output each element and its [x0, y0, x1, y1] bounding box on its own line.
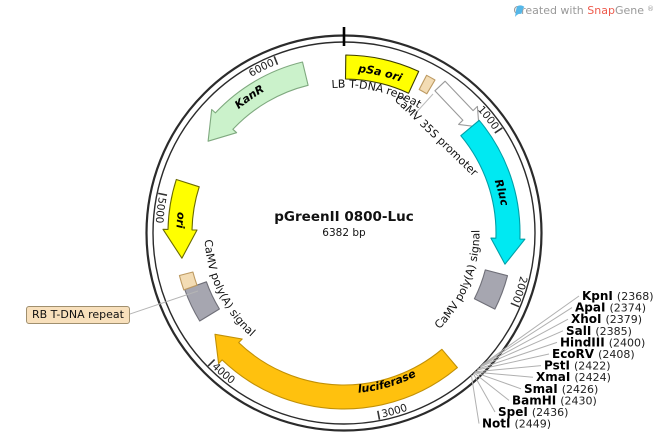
enzyme-site-line-KpnI [482, 295, 580, 366]
feature-camv-polya-signal-2[interactable] [184, 281, 220, 322]
tick-mark-4000 [207, 359, 216, 367]
feature-camv-35s-promoter[interactable] [434, 80, 480, 128]
feature-label-ori[interactable]: ori [173, 211, 187, 228]
feature-rb-t-dna-repeat[interactable] [178, 271, 198, 291]
watermark-brand-gene: Gene [614, 4, 644, 17]
tick-mark-6000 [273, 56, 279, 65]
enzyme-site-line-XhoI [480, 318, 569, 367]
enzyme-site-line-HindIII [478, 341, 558, 370]
tick-mark-2000 [510, 302, 520, 308]
enzyme-label-SmaI[interactable]: SmaI (2426) [524, 382, 598, 396]
enzyme-site-line-NotI [470, 375, 480, 424]
watermark-registered-mark: ® [647, 5, 654, 13]
tick-mark-5000 [158, 192, 168, 196]
enzyme-site-line-SpeI [472, 373, 496, 413]
tick-mark-3000 [377, 410, 381, 420]
enzyme-label-NotI[interactable]: NotI (2449) [482, 417, 551, 431]
enzyme-label-BamHI[interactable]: BamHI (2430) [512, 393, 597, 407]
snapgene-logo-icon [515, 5, 525, 17]
enzyme-label-HindIII[interactable]: HindIII (2400) [560, 335, 645, 349]
feature-lb-t-dna-repeat[interactable] [418, 74, 436, 95]
enzyme-label-SpeI[interactable]: SpeI (2436) [498, 405, 568, 419]
plasmid-name: pGreenII 0800-Luc [274, 209, 414, 225]
tick-label-5000: 5000 [153, 196, 168, 224]
enzyme-label-ApaI[interactable]: ApaI (2374) [575, 301, 646, 315]
feature-luciferase[interactable] [214, 333, 458, 410]
feature-psa-ori[interactable] [344, 54, 420, 94]
rb-leader-line [123, 290, 199, 317]
feature-label-rb-t-dna-repeat[interactable]: RB T-DNA repeat [26, 306, 130, 324]
feature-camv-polya-signal-1[interactable] [473, 269, 509, 310]
enzyme-site-line-PstI [475, 365, 542, 373]
snapgene-watermark: Created with SnapGene ® [513, 4, 654, 17]
feature-rluc[interactable] [460, 119, 526, 265]
enzyme-label-SalI[interactable]: SalI (2385) [566, 324, 632, 338]
feature-label-camv-polya-signal-1[interactable]: CaMV poly(A) signal [432, 230, 483, 332]
enzyme-site-line-SalI [479, 330, 564, 368]
plasmid-size: 6382 bp [322, 227, 366, 239]
enzyme-label-KpnI[interactable]: KpnI (2368) [582, 289, 653, 303]
watermark-brand-snap: Snap [587, 4, 615, 17]
feature-label-camv-polya-signal-2[interactable]: CaMV poly(A) signal [202, 239, 258, 339]
plasmid-title-block: pGreenII 0800-Luc 6382 bp [244, 209, 444, 239]
watermark-text: Created with [513, 4, 588, 17]
enzyme-site-line-EcoRV [476, 353, 550, 371]
enzyme-site-line-XmaI [474, 371, 534, 378]
promoter-leader-line [413, 93, 434, 116]
feature-kanr[interactable] [207, 61, 309, 142]
enzyme-label-XmaI[interactable]: XmaI (2424) [536, 370, 611, 384]
feature-ori[interactable] [162, 178, 200, 259]
enzyme-site-line-BamHI [473, 372, 510, 401]
enzyme-label-PstI[interactable]: PstI (2422) [544, 359, 611, 373]
tick-mark-1000 [494, 127, 503, 134]
enzyme-label-EcoRV[interactable]: EcoRV (2408) [552, 347, 635, 361]
enzyme-site-line-SmaI [474, 371, 522, 390]
enzyme-site-line-ApaI [481, 307, 573, 366]
enzyme-label-XhoI[interactable]: XhoI (2379) [571, 312, 642, 326]
